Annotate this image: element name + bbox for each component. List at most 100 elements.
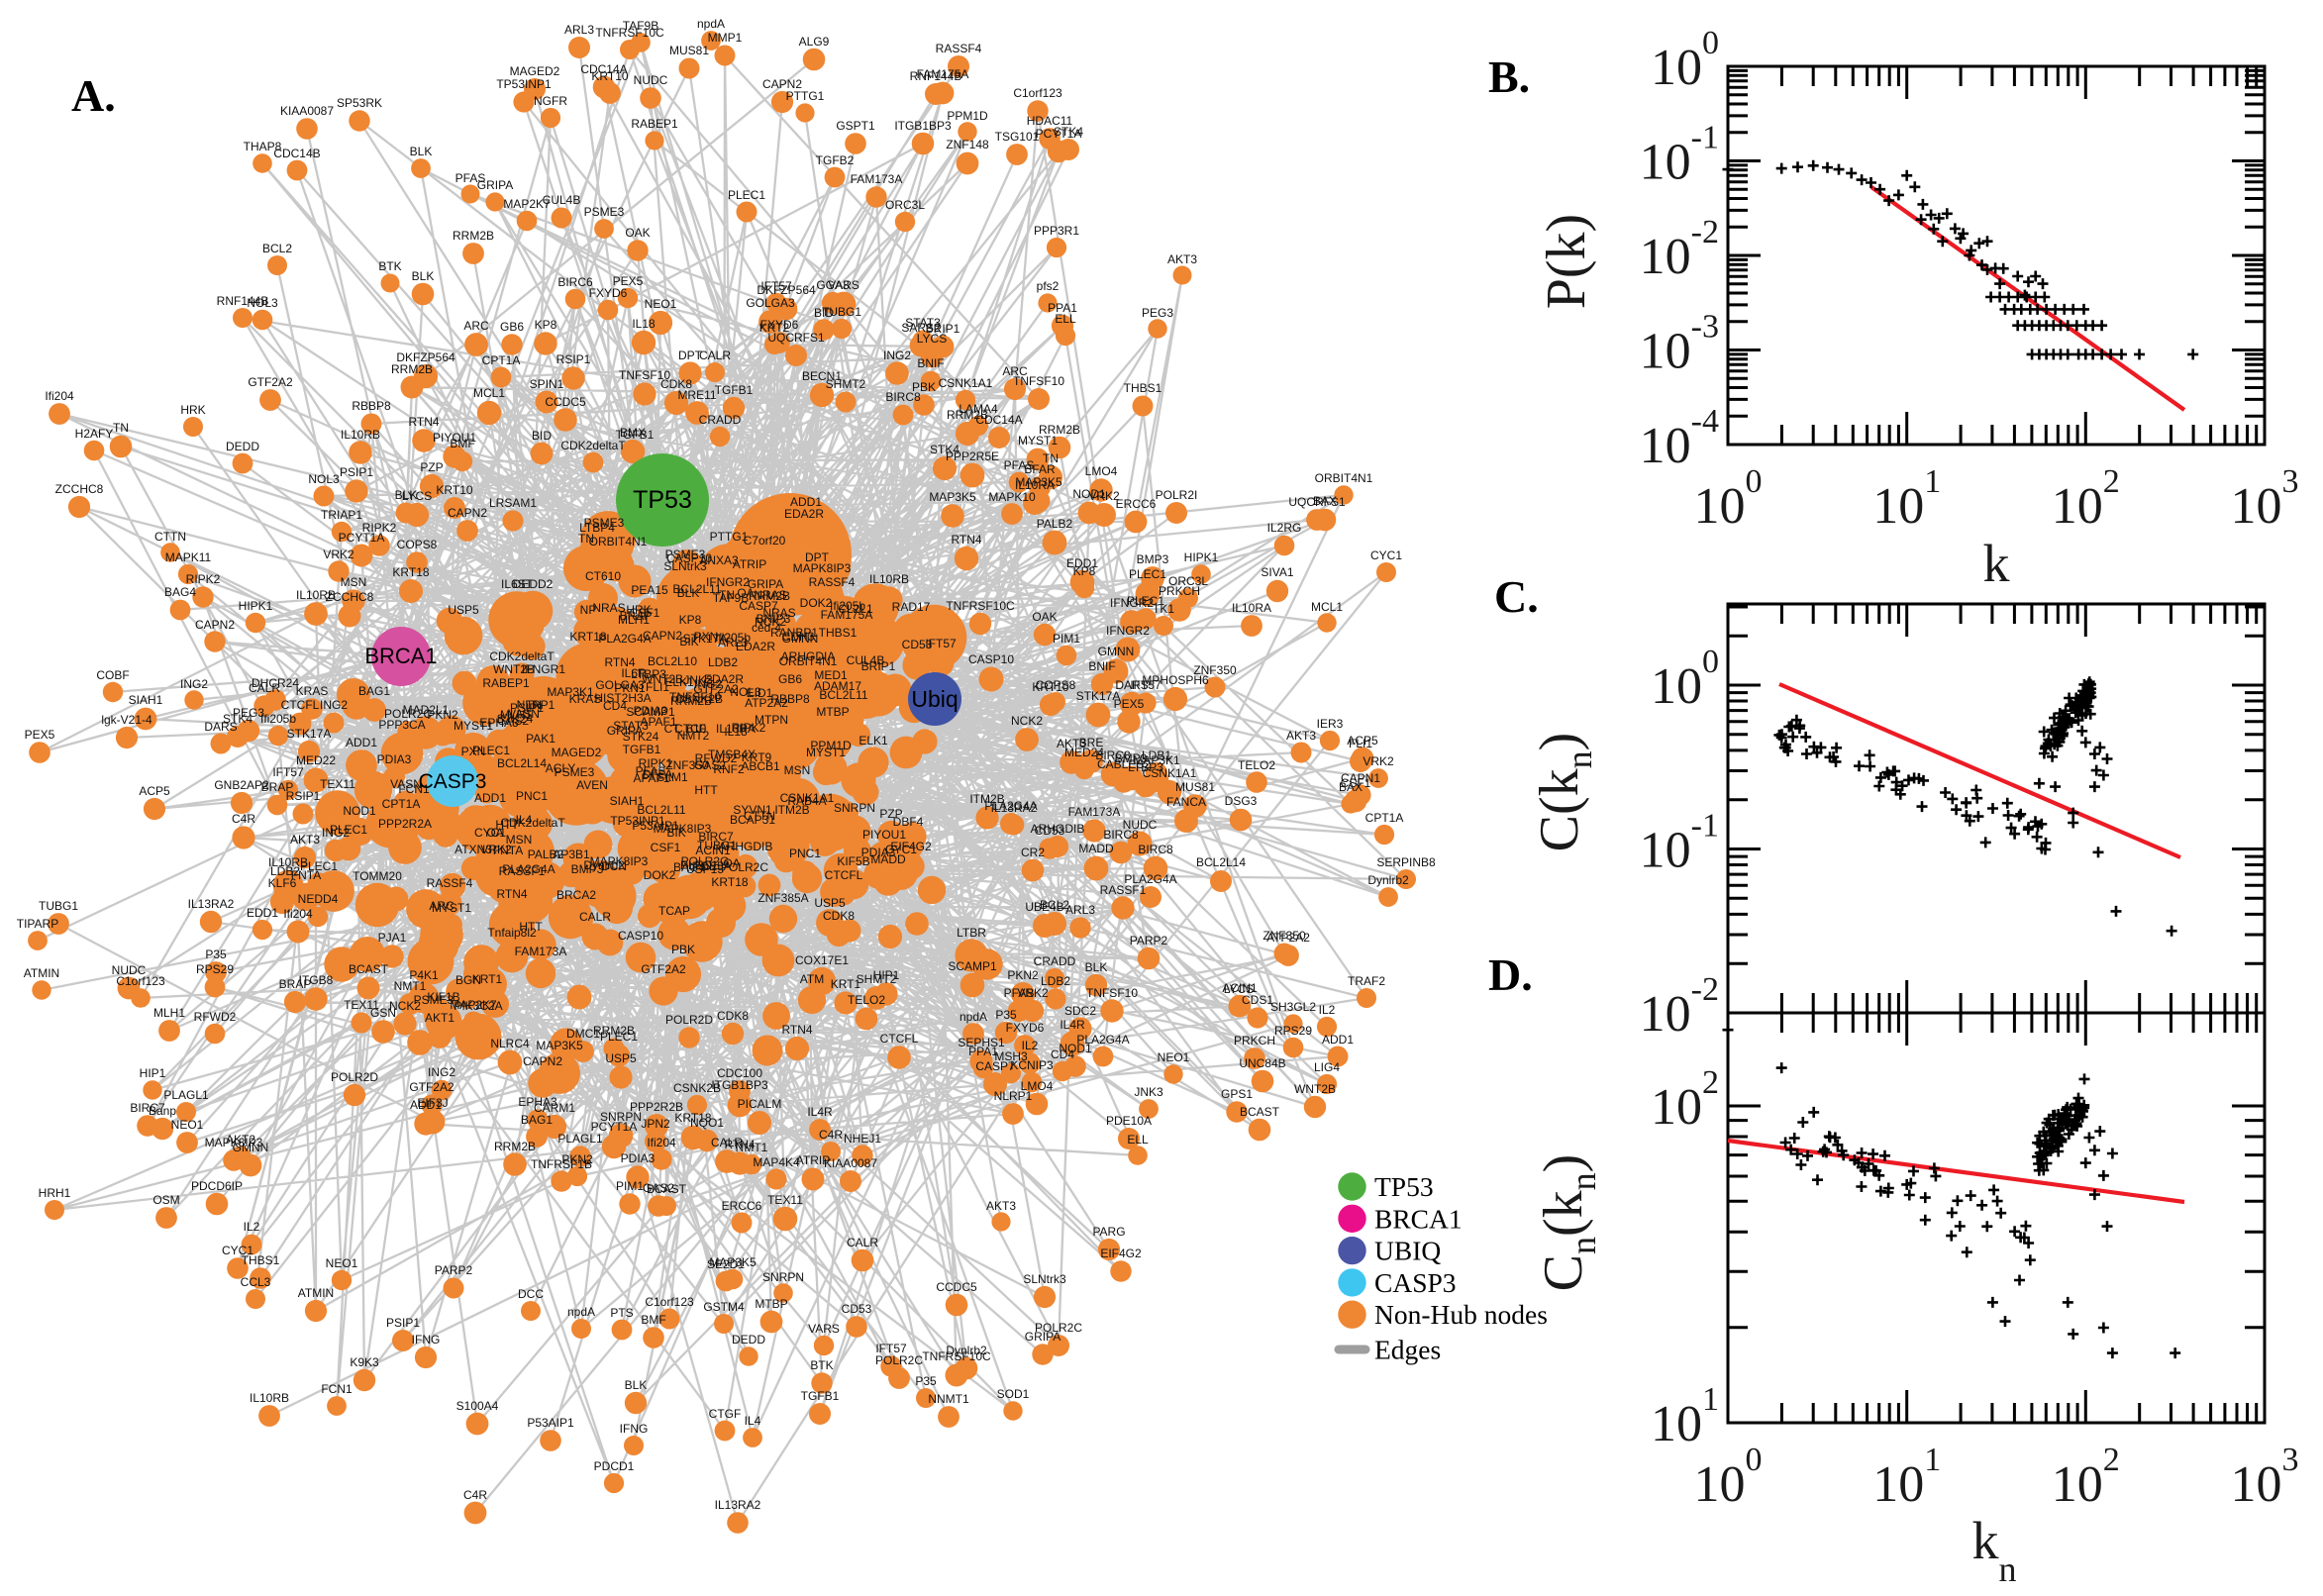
svg-text:DARS: DARS xyxy=(1115,678,1148,692)
svg-text:RIPK2: RIPK2 xyxy=(362,521,397,535)
svg-text:FXYD6: FXYD6 xyxy=(1006,1021,1045,1035)
svg-text:CTTN: CTTN xyxy=(744,809,775,823)
svg-text:ZCCHC8: ZCCHC8 xyxy=(326,590,374,604)
svg-text:NGFR: NGFR xyxy=(534,94,567,108)
svg-text:MYST1: MYST1 xyxy=(1018,434,1058,448)
svg-text:HRH1: HRH1 xyxy=(39,1186,71,1200)
svg-text:CD4: CD4 xyxy=(1051,1047,1074,1061)
svg-text:PLA2G4A: PLA2G4A xyxy=(502,862,555,876)
svg-text:BIK: BIK xyxy=(679,635,698,648)
svg-text:EIF3J: EIF3J xyxy=(417,1096,448,1110)
svg-text:PTS: PTS xyxy=(610,1306,633,1320)
svg-text:CPT1A: CPT1A xyxy=(382,797,421,811)
svg-text:EID1: EID1 xyxy=(747,686,773,700)
svg-text:NP: NP xyxy=(580,603,597,617)
svg-text:CASP10: CASP10 xyxy=(618,929,663,943)
svg-text:BLK: BLK xyxy=(412,269,435,283)
svg-text:TNFRSF10C: TNFRSF10C xyxy=(946,599,1015,613)
svg-text:TRAF2: TRAF2 xyxy=(1348,974,1385,988)
svg-text:IFNGR2: IFNGR2 xyxy=(1106,624,1150,638)
svg-text:BCAST: BCAST xyxy=(647,1182,687,1196)
svg-text:BMP3: BMP3 xyxy=(1115,751,1148,765)
svg-text:CSNK2B: CSNK2B xyxy=(675,692,723,706)
svg-text:EPHA3: EPHA3 xyxy=(518,1095,557,1109)
svg-text:ADD1: ADD1 xyxy=(790,495,822,509)
svg-text:BRE: BRE xyxy=(1079,736,1104,749)
svg-text:TNFRSF10C: TNFRSF10C xyxy=(922,1349,991,1363)
svg-text:MYST1: MYST1 xyxy=(432,901,471,915)
svg-text:STK4: STK4 xyxy=(930,443,960,456)
svg-text:PARP2: PARP2 xyxy=(435,1263,473,1277)
svg-text:NOL3: NOL3 xyxy=(247,296,278,310)
svg-text:PLA2G4A: PLA2G4A xyxy=(598,632,651,646)
svg-text:ARHGDIA: ARHGDIA xyxy=(781,649,836,663)
svg-text:CDK2deltaT: CDK2deltaT xyxy=(489,649,555,663)
svg-text:MAD2L1: MAD2L1 xyxy=(403,703,450,717)
svg-text:RASSF1: RASSF1 xyxy=(1100,883,1147,897)
svg-text:PDIA3: PDIA3 xyxy=(621,1151,656,1165)
svg-text:BRCA1: BRCA1 xyxy=(364,644,437,668)
svg-text:PEX5: PEX5 xyxy=(1114,697,1145,711)
svg-text:TP53: TP53 xyxy=(1374,1171,1434,1202)
svg-text:BIRC8: BIRC8 xyxy=(1095,748,1131,762)
svg-text:FAM173A: FAM173A xyxy=(851,172,903,186)
svg-text:PLA2G4A: PLA2G4A xyxy=(1124,872,1176,886)
svg-text:NMT2: NMT2 xyxy=(677,729,710,743)
svg-text:PLA2G4A: PLA2G4A xyxy=(984,799,1037,813)
svg-text:BIRC7: BIRC7 xyxy=(130,1101,165,1115)
svg-text:DBF4: DBF4 xyxy=(893,815,924,829)
svg-text:RNF144B: RNF144B xyxy=(910,69,962,83)
svg-text:LTBP3: LTBP3 xyxy=(631,667,666,681)
svg-text:PKN2: PKN2 xyxy=(561,1152,593,1166)
svg-text:101: 101 xyxy=(1872,1442,1941,1513)
svg-text:KRT18: KRT18 xyxy=(711,875,748,889)
svg-text:KRT10: KRT10 xyxy=(591,69,628,83)
svg-text:NUDC: NUDC xyxy=(112,963,147,977)
svg-text:HTT: HTT xyxy=(694,783,718,797)
svg-text:BRIP1: BRIP1 xyxy=(926,322,960,336)
svg-text:Ifi204: Ifi204 xyxy=(45,389,74,403)
svg-text:POLR2C: POLR2C xyxy=(875,1353,923,1367)
svg-text:ATXN3: ATXN3 xyxy=(454,843,492,856)
svg-text:GSTM4: GSTM4 xyxy=(703,1300,745,1314)
svg-text:TN: TN xyxy=(1043,451,1059,465)
svg-text:B.: B. xyxy=(1488,51,1530,102)
svg-text:DARS: DARS xyxy=(204,720,237,734)
svg-text:CAPN2: CAPN2 xyxy=(762,77,802,91)
svg-text:VASN: VASN xyxy=(390,777,422,791)
svg-text:NRAS: NRAS xyxy=(754,588,786,602)
svg-text:PLEC1: PLEC1 xyxy=(600,1030,638,1044)
svg-text:LDB1: LDB1 xyxy=(1142,748,1171,762)
svg-text:100: 100 xyxy=(1694,1442,1763,1513)
svg-text:BNIF: BNIF xyxy=(917,356,944,370)
svg-text:PSME3: PSME3 xyxy=(584,205,625,219)
svg-text:SP53RK: SP53RK xyxy=(337,96,382,110)
svg-text:RRM2B: RRM2B xyxy=(593,1024,635,1038)
svg-text:RASSF4: RASSF4 xyxy=(427,876,473,890)
svg-text:CSNK1A1: CSNK1A1 xyxy=(939,376,993,390)
svg-text:THAP8: THAP8 xyxy=(244,140,282,153)
svg-text:GPS1: GPS1 xyxy=(1221,1087,1253,1101)
svg-text:MCL1: MCL1 xyxy=(1311,600,1343,614)
svg-text:ACIN1: ACIN1 xyxy=(695,844,731,857)
svg-text:POLR2C: POLR2C xyxy=(384,707,432,721)
svg-text:USP5: USP5 xyxy=(814,896,846,910)
svg-text:CT_610: CT_610 xyxy=(664,722,707,736)
svg-text:MRE11: MRE11 xyxy=(677,388,716,402)
svg-text:BAG1: BAG1 xyxy=(358,684,390,698)
svg-text:VARS: VARS xyxy=(808,1322,840,1336)
svg-text:C1orf123: C1orf123 xyxy=(116,974,165,988)
svg-text:CARM1: CARM1 xyxy=(534,1101,575,1115)
svg-text:MYST1: MYST1 xyxy=(454,719,493,733)
svg-text:TNFSF10: TNFSF10 xyxy=(619,368,670,382)
svg-text:NQO1: NQO1 xyxy=(690,1116,724,1130)
svg-text:NOL3: NOL3 xyxy=(308,472,340,486)
svg-text:ACIN1: ACIN1 xyxy=(1222,981,1258,995)
svg-text:NEO1: NEO1 xyxy=(1158,1050,1190,1064)
svg-text:RNF2: RNF2 xyxy=(713,762,745,776)
svg-text:k: k xyxy=(1983,534,2010,593)
svg-text:BCAP31: BCAP31 xyxy=(730,813,775,827)
svg-text:RRM2B: RRM2B xyxy=(947,408,988,422)
svg-text:VRK2: VRK2 xyxy=(323,548,354,561)
svg-text:SIVA1: SIVA1 xyxy=(1261,565,1293,579)
